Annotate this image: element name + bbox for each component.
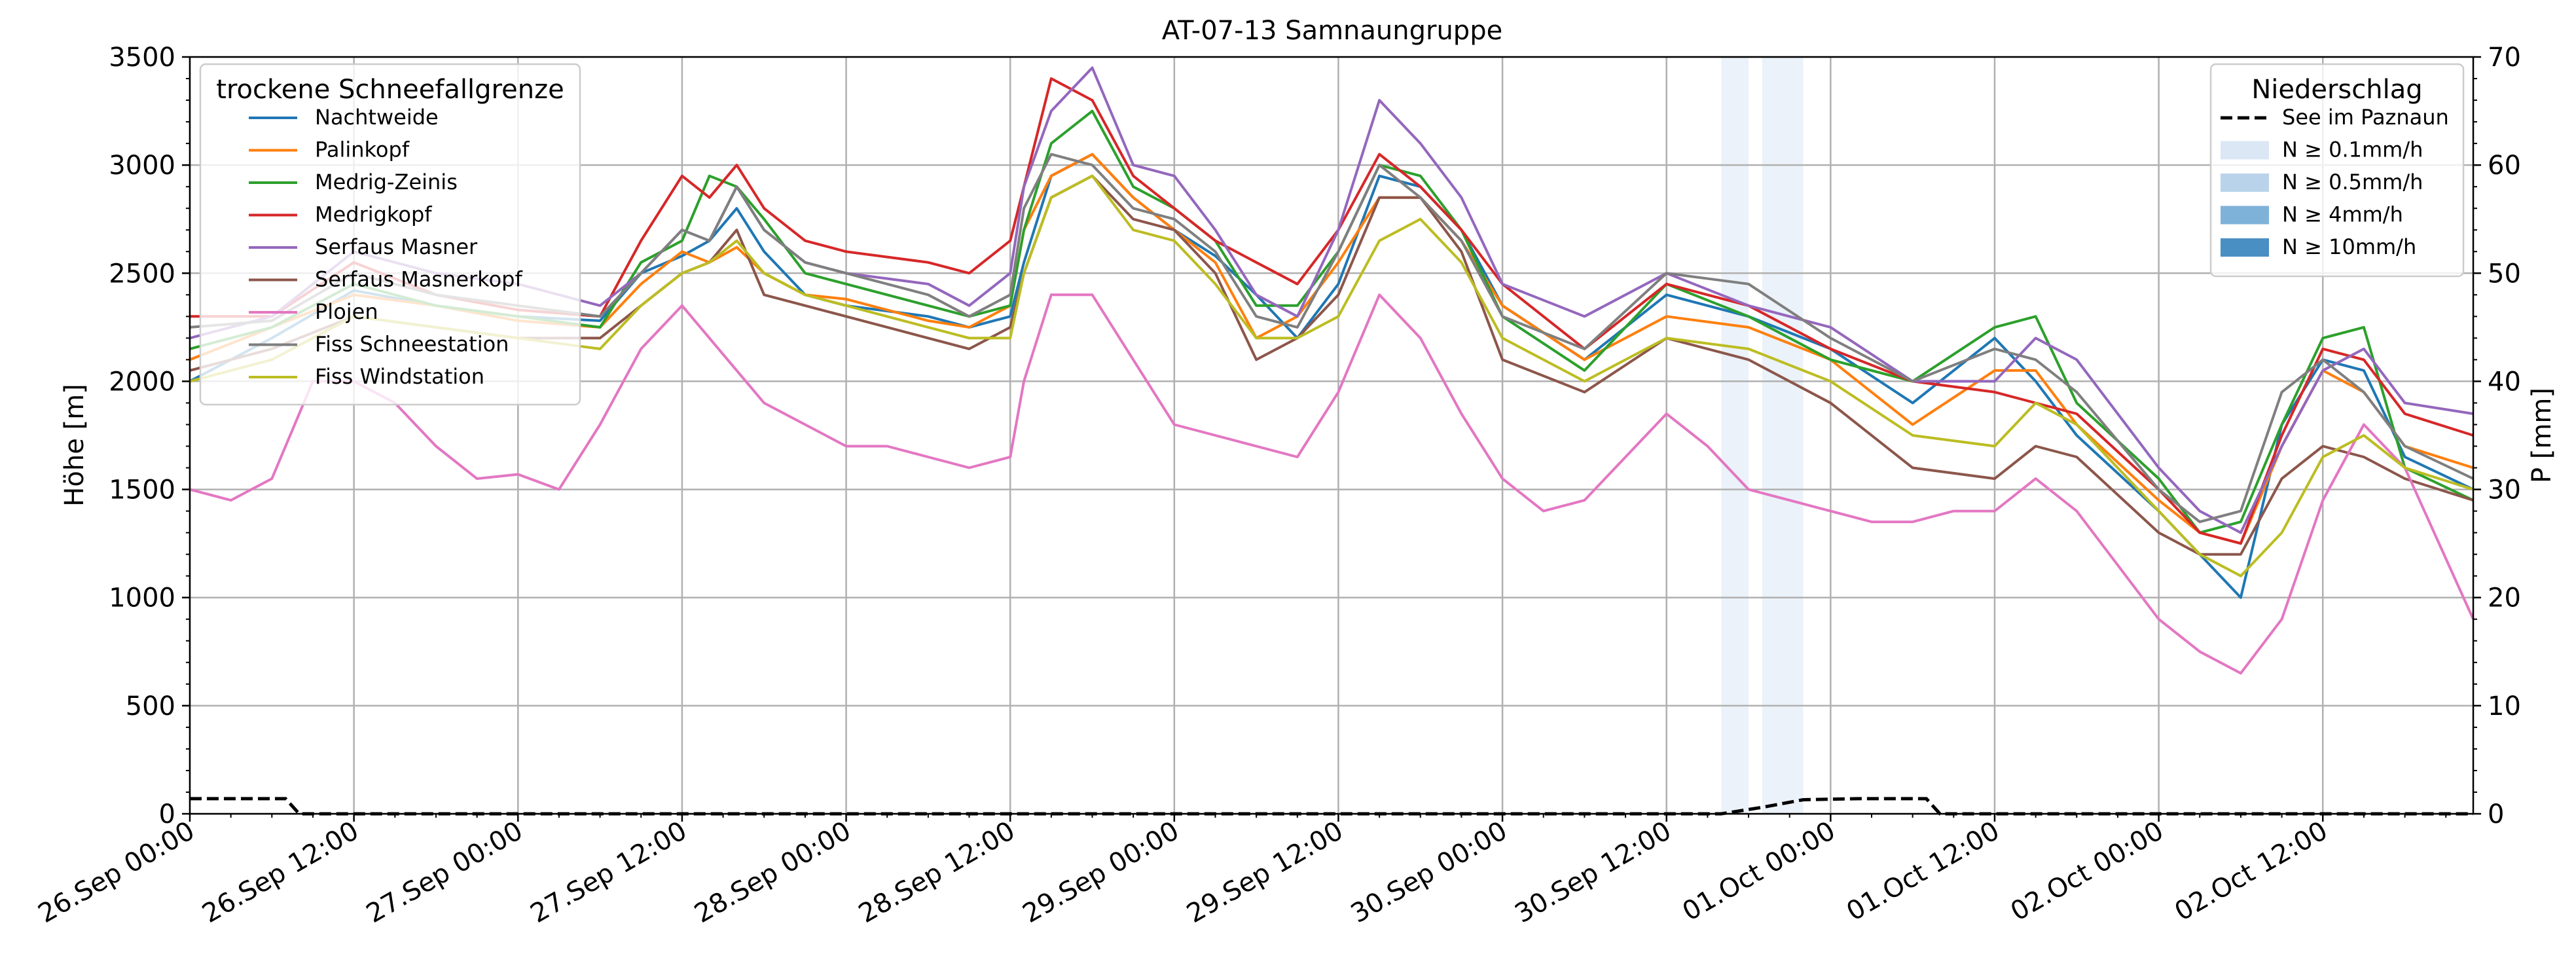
y2-tick-label: 30: [2488, 475, 2521, 505]
legend-label: See im Paznaun: [2282, 105, 2449, 130]
y-tick-label: 2000: [109, 367, 175, 397]
legend-swatch: [2221, 206, 2269, 225]
chart-title: AT-07-13 Samnaungruppe: [1162, 16, 1502, 46]
legend-label: Serfaus Masner: [315, 234, 478, 259]
legend-swatch: [2221, 238, 2269, 257]
legend-swatch: [2221, 173, 2269, 192]
legend-label: N ≥ 0.1mm/h: [2282, 137, 2423, 162]
y-tick-label: 3000: [109, 151, 175, 181]
legend-title: trockene Schneefallgrenze: [216, 75, 564, 105]
precip-bands: [1721, 57, 1804, 814]
legend-label: Serfaus Masnerkopf: [315, 267, 522, 292]
legend-label: N ≥ 10mm/h: [2282, 234, 2416, 259]
y-tick-label: 3500: [109, 43, 175, 73]
legend-label: Nachtweide: [315, 105, 439, 130]
y-tick-label: 1500: [109, 475, 175, 505]
series-line-medrigkopf: [190, 77, 2474, 545]
y-tick-label: 500: [126, 691, 175, 721]
y2-tick-label: 50: [2488, 259, 2521, 289]
precip-band: [1721, 57, 1749, 814]
series-layer: [189, 66, 2475, 816]
y2-tick-label: 20: [2488, 583, 2521, 613]
legend-label: Fiss Windstation: [315, 364, 484, 389]
y2-tick-label: 40: [2488, 367, 2521, 397]
legend-title: Niederschlag: [2251, 75, 2422, 105]
legend-label: N ≥ 4mm/h: [2282, 202, 2403, 227]
series-line-plojen: [189, 293, 2475, 675]
y2-axis-label: P [mm]: [2527, 388, 2557, 483]
legend-swatch: [2221, 141, 2269, 160]
legend-label: Plojen: [315, 299, 378, 324]
y2-tick-label: 70: [2488, 43, 2521, 73]
y2-tick-label: 60: [2488, 151, 2521, 181]
y2-tick-label: 10: [2488, 691, 2521, 721]
legend-label: N ≥ 0.5mm/h: [2282, 170, 2423, 194]
precip-band: [1762, 57, 1804, 814]
legend-label: Fiss Schneestation: [315, 332, 509, 357]
y-axis-label: Höhe [m]: [60, 384, 90, 506]
y-tick-label: 2500: [109, 259, 175, 289]
y2-tick-label: 0: [2488, 799, 2504, 830]
series-line-medrig-zeinis: [189, 109, 2474, 534]
plot-frame: [189, 56, 2475, 815]
legend-label: Medrigkopf: [315, 202, 432, 227]
legend-box: [2209, 63, 2465, 278]
legend-label: Medrig-Zeinis: [315, 170, 458, 194]
y-tick-label: 0: [159, 799, 175, 830]
legend-label: Palinkopf: [315, 137, 410, 162]
series-line-fiss-schneestation: [189, 153, 2474, 524]
series-line-fiss-windstation: [189, 174, 2474, 577]
y-tick-label: 1000: [109, 583, 175, 613]
